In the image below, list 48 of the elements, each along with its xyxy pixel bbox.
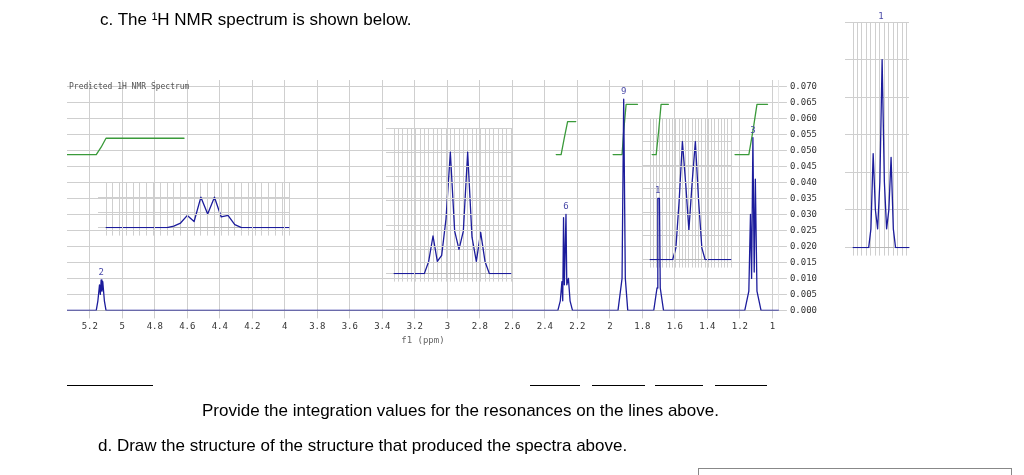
x-tick-label: 5 [119, 321, 125, 332]
x-tick-label: 1.2 [731, 321, 749, 332]
x-tick-label: 2.8 [471, 321, 488, 332]
y-tick-label: 0.050 [789, 144, 817, 155]
x-tick-label: 3 [444, 321, 451, 332]
y-tick-label: 0.070 [789, 80, 817, 91]
text: d. Draw the structure of the structure that produced the spectra above. [98, 436, 628, 456]
annotation: 6 [563, 201, 569, 212]
x-tick-label: 1.8 [634, 321, 651, 332]
y-tick-label: 0.045 [789, 160, 817, 171]
x-tick-label: 5.2 [81, 321, 98, 332]
annotation: 1 [655, 185, 661, 196]
y-tick-label: 0.020 [789, 240, 817, 251]
y-tick-label: 0.025 [789, 224, 817, 235]
x-axis-title: f1 (ppm) [401, 334, 445, 345]
x-tick-label: 3.8 [309, 321, 326, 332]
y-tick-label: 0.040 [789, 176, 817, 187]
x-tick-label: 4 [282, 321, 288, 332]
x-tick-label: 3.4 [374, 321, 391, 332]
x-tick-label: 1.4 [699, 321, 716, 332]
x-tick-label: 3.6 [341, 321, 358, 332]
y-tick-label: 0.065 [789, 96, 817, 107]
annotation: 2 [98, 267, 104, 277]
chart-title: c. The ¹H NMR spectrum is shown below. [100, 10, 412, 30]
x-tick-label: 4.2 [244, 321, 261, 332]
x-tick-label: 2.6 [504, 321, 521, 332]
y-tick-label: 0.015 [789, 256, 817, 267]
x-tick-label: 3.2 [406, 321, 423, 332]
y-tick-label: 0.060 [789, 112, 817, 123]
x-tick-label: 2.4 [536, 321, 553, 332]
x-tick-label: 2.2 [569, 321, 586, 332]
text: 1 [878, 11, 884, 21]
y-tick-label: 0.030 [789, 208, 817, 219]
x-tick-label: 4.6 [179, 321, 196, 332]
x-tick-label: 1.6 [666, 321, 684, 332]
x-tick-label: 2 [607, 321, 613, 332]
y-tick-label: 0.055 [789, 128, 817, 139]
y-tick-label: 0.010 [789, 272, 817, 283]
y-tick-label: 0.000 [789, 304, 817, 315]
annotation: 3 [750, 124, 756, 135]
y-tick-label: 0.035 [789, 192, 817, 203]
x-tick-label: 4.8 [146, 321, 163, 332]
chart-subtitle: Predicted 1H NMR Spectrum [69, 82, 190, 91]
x-tick-label: 1 [769, 321, 776, 332]
x-tick-label: 4.4 [211, 321, 228, 332]
text: Provide the integration values for the resonances on the lines above. [202, 401, 719, 421]
annotation: 9 [620, 86, 627, 97]
y-tick-label: 0.005 [789, 288, 817, 299]
